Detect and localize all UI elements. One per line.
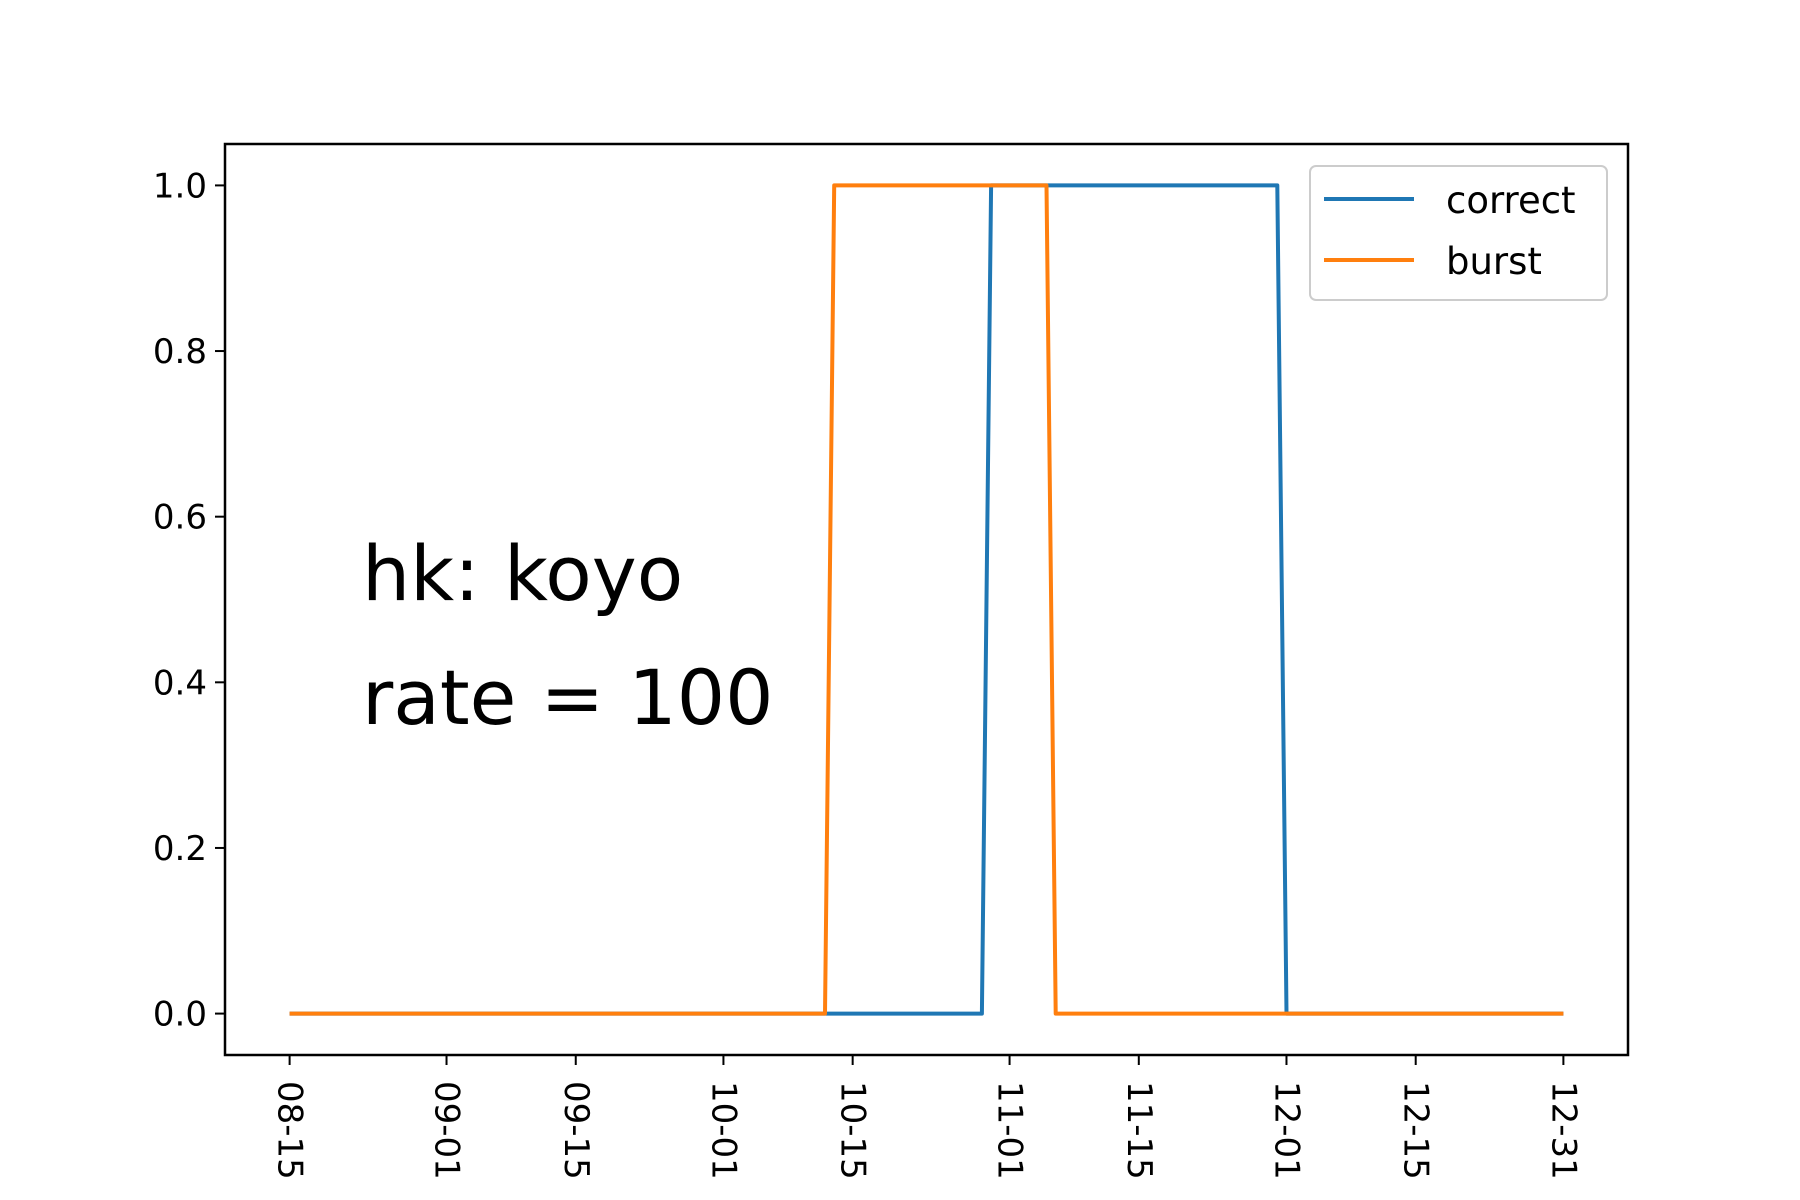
series-line-burst (289, 183, 1564, 1016)
x-tick-label: 10-01 (703, 1081, 743, 1180)
annotation-rate-label: rate = 100 (362, 653, 773, 742)
x-tick-label: 12-01 (1267, 1081, 1307, 1180)
annotation-hk-label: hk: koyo (362, 529, 683, 618)
x-tick-label: 12-15 (1396, 1081, 1436, 1180)
y-tick-label: 0.0 (153, 995, 207, 1035)
legend-label-correct: correct (1446, 179, 1576, 222)
x-tick-label: 09-01 (427, 1081, 467, 1180)
x-tick-label: 11-15 (1119, 1081, 1159, 1180)
legend: correct burst (1309, 165, 1608, 301)
y-tick-label: 0.4 (153, 663, 207, 703)
x-tick-label: 11-01 (990, 1081, 1030, 1180)
plot-area (289, 183, 1564, 1016)
y-axis: 0.0 0.2 0.4 0.6 0.8 1.0 (153, 166, 225, 1035)
legend-label-burst: burst (1446, 240, 1542, 283)
y-tick-label: 1.0 (153, 166, 207, 206)
x-tick-label: 08-15 (270, 1081, 310, 1180)
axes-frame (223, 142, 1630, 1057)
y-tick-label: 0.6 (153, 498, 207, 538)
y-tick-label: 0.8 (153, 332, 207, 372)
x-axis: 08-15 09-01 09-15 10-01 10-15 11-01 11-15 12-01… (270, 1055, 1583, 1180)
y-tick-label: 0.2 (153, 829, 207, 869)
x-tick-label: 09-15 (556, 1081, 596, 1180)
x-tick-label: 10-15 (833, 1081, 873, 1180)
x-tick-label: 12-31 (1543, 1081, 1583, 1180)
